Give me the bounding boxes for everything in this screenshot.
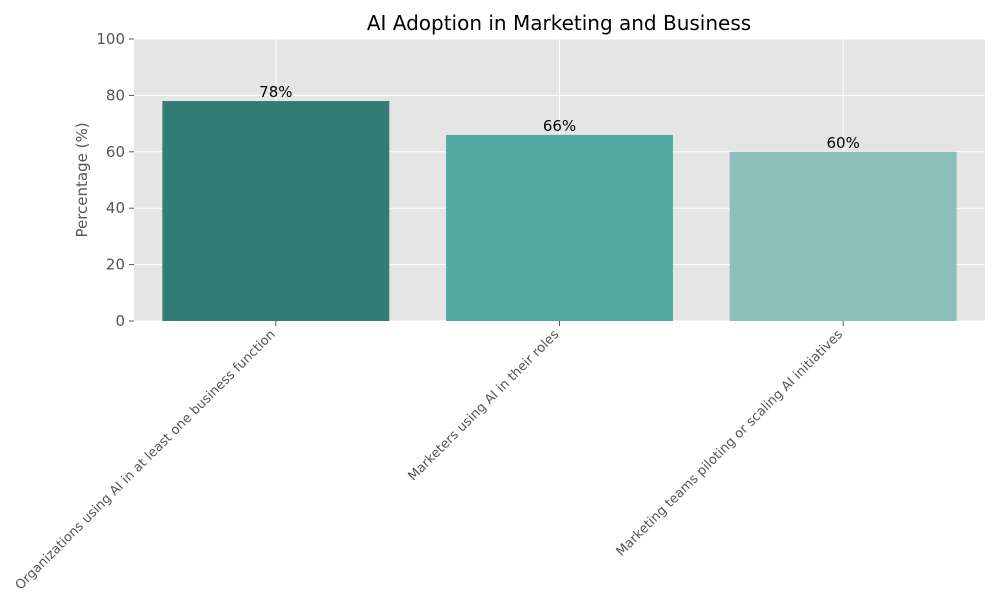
x-axis: Organizations using AI in at least one b… xyxy=(13,321,846,593)
bar-value-label: 60% xyxy=(826,134,859,152)
bar xyxy=(446,134,673,321)
bar xyxy=(729,151,957,321)
bar-value-label: 66% xyxy=(543,117,576,135)
chart-title: AI Adoption in Marketing and Business xyxy=(367,11,751,35)
y-axis-label: Percentage (%) xyxy=(73,122,91,237)
bar xyxy=(162,101,390,321)
y-axis: 0 20 40 60 80 100 xyxy=(96,30,134,330)
value-labels: 78% 66% 60% xyxy=(259,83,860,152)
y-tick-label: 0 xyxy=(115,312,125,330)
y-tick-label: 60 xyxy=(106,143,125,161)
y-tick-label: 20 xyxy=(106,256,125,274)
x-tick-label: Marketing teams piloting or scaling AI i… xyxy=(614,327,847,560)
y-tick-label: 80 xyxy=(106,86,125,104)
x-tick-label: Marketers using AI in their roles xyxy=(405,327,562,484)
y-tick-label: 100 xyxy=(96,30,125,48)
y-tick-label: 40 xyxy=(106,199,125,217)
bar-value-label: 78% xyxy=(259,83,292,101)
x-tick-label: Organizations using AI in at least one b… xyxy=(13,327,279,593)
bars xyxy=(162,101,957,321)
